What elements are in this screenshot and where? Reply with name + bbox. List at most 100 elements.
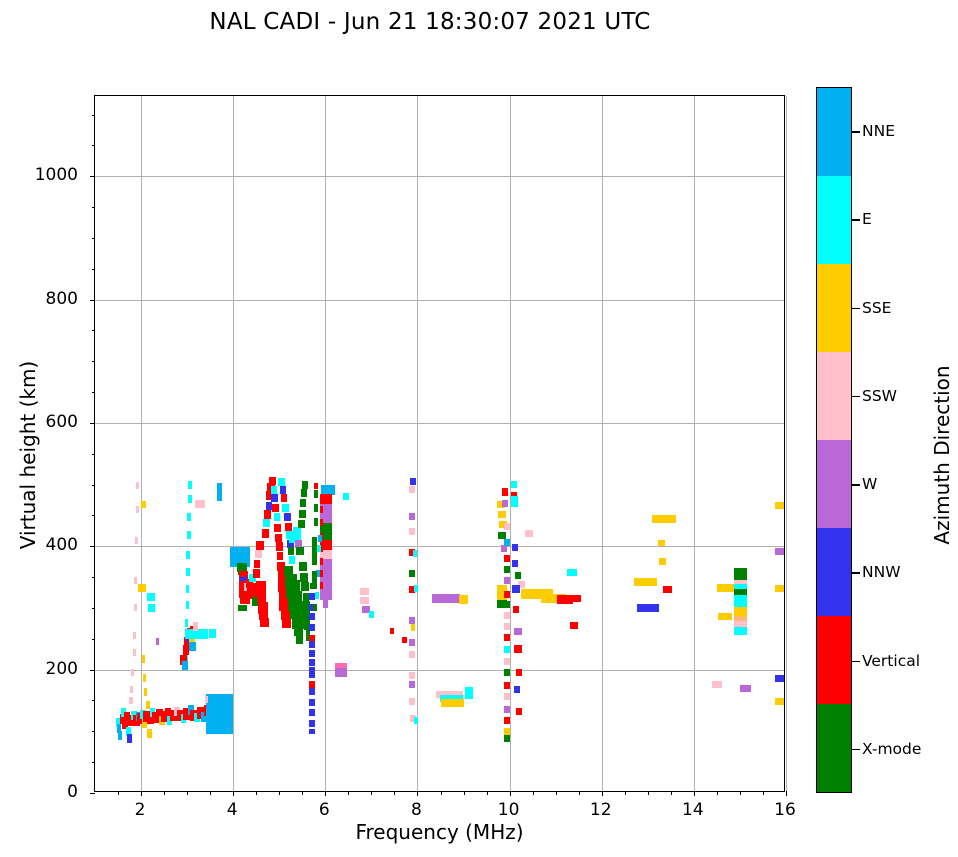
echo-mark [135,505,139,513]
colorbar-label-vertical: Vertical [862,651,921,670]
echo-mark [408,548,416,556]
echo-mark [739,684,751,692]
echo-mark [265,501,273,510]
echo-mark [775,502,784,510]
echo-mark [147,592,156,601]
colorbar-label-x-mode: X-mode [862,739,922,758]
colorbar-tick [852,660,860,663]
plot-area [90,95,787,796]
echo-mark [658,557,667,565]
x-tick-label: 8 [411,800,422,820]
echo-mark [510,496,518,508]
echo-mark [126,734,132,744]
echo-mark [503,600,511,608]
echo-mark [143,711,151,722]
colorbar-label-e: E [862,210,872,229]
echo-mark [308,604,315,612]
echo-mark [156,709,163,720]
echo-mark [313,490,319,499]
colorbar-segment-ssw [817,352,851,440]
x-tick [141,791,143,796]
echo-mark [317,535,323,543]
echo-mark [503,634,511,642]
echo-mark [503,716,511,724]
echo-mark [278,579,288,592]
colorbar-tick [852,748,860,751]
echo-mark [253,559,261,568]
x-gridline [693,96,695,791]
echo-mark [314,592,320,600]
echo-mark [408,672,416,680]
echo-mark [319,505,324,513]
echo-mark [319,569,324,577]
y-tick-minor [91,237,95,239]
echo-mark [540,593,567,603]
x-tick-minor [670,791,672,795]
echo-mark [147,729,152,739]
y-gridline [95,669,784,671]
y-tick-minor [91,361,95,363]
x-tick-label: 6 [318,800,330,820]
echo-mark [301,480,309,489]
x-tick-minor [463,791,465,795]
echo-mark [662,585,672,593]
colorbar-tick [852,219,860,221]
x-axis-title: Frequency (MHz) [355,820,524,844]
echo-mark [734,627,748,636]
echo-mark [277,561,285,571]
data-layer [95,96,784,791]
echo-mark [335,662,348,671]
x-tick [693,791,695,796]
y-tick-minor [91,330,95,332]
x-tick [417,791,419,796]
echo-mark [302,592,310,601]
echo-mark [128,714,136,726]
y-tick-minor [91,453,95,455]
echo-mark [308,624,315,632]
echo-mark [320,588,333,601]
colorbar-segment-vertical [817,616,851,704]
echo-mark [134,536,139,544]
echo-mark [137,713,145,725]
echo-mark [288,547,295,556]
echo-mark [142,718,148,728]
echo-mark [408,585,416,593]
x-tick-label: 2 [134,800,146,820]
echo-mark [209,629,216,639]
echo-mark [124,712,131,724]
echo-mark [299,572,309,582]
colorbar-label-nnw: NNW [862,563,901,582]
y-tick-minor [91,114,95,116]
echo-mark [503,539,511,547]
echo-mark [184,628,208,639]
echo-mark [284,512,291,521]
echo-mark [264,509,272,519]
x-tick-minor [279,791,281,795]
echo-mark [192,621,199,631]
y-tick [90,422,95,424]
echo-mark [313,482,319,489]
colorbar-label-w: W [862,475,878,494]
echo-mark [304,600,310,615]
colorbar [816,87,852,793]
y-gridline [95,176,784,178]
echo-mark [734,574,748,583]
echo-mark [511,544,519,551]
echo-mark [313,517,319,526]
echo-mark [308,593,315,601]
echo-mark [556,594,574,604]
x-gridline [509,96,511,791]
echo-mark [273,512,281,521]
echo-mark [410,624,415,632]
echo-mark [280,494,288,503]
echo-mark [217,482,222,501]
echo-mark [308,641,315,649]
echo-mark [514,572,522,580]
x-tick-minor [486,791,488,795]
echo-mark [734,594,748,604]
echo-mark [524,530,534,538]
echo-mark [734,567,748,577]
echo-mark [432,593,460,603]
echo-mark [518,581,525,589]
